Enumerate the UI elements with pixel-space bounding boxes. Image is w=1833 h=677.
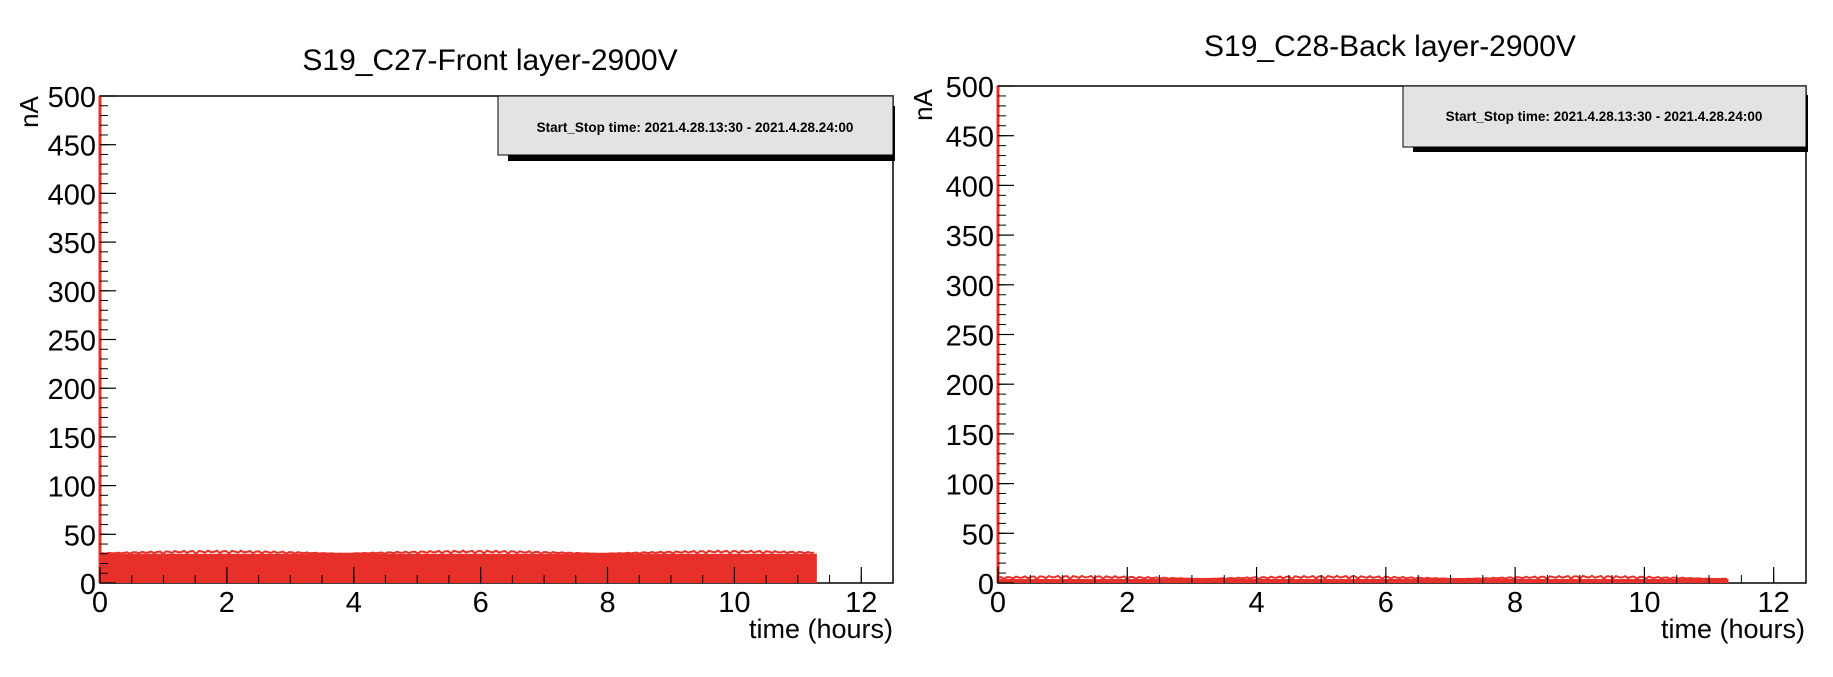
data-noise-edge: [997, 574, 1728, 581]
y-tick-label: 200: [48, 374, 96, 406]
y-tick-label: 400: [946, 171, 994, 203]
x-tick-label: 12: [845, 587, 877, 619]
y-tick-label: 450: [946, 122, 994, 154]
x-tick-label: 12: [1758, 587, 1790, 619]
x-tick-label: 2: [219, 587, 235, 619]
chart-title: S19_C27-Front layer-2900V: [302, 44, 677, 77]
y-tick-label: 250: [946, 321, 994, 353]
data-fill: [998, 579, 1729, 583]
x-tick-label: 10: [1628, 587, 1660, 619]
y-tick-label: 450: [48, 131, 96, 163]
y-axis-ticks: 0 50 100 150 200 250 300 350 400 450 500: [48, 82, 116, 601]
x-tick-label: 10: [718, 587, 750, 619]
y-tick-label: 300: [946, 271, 994, 303]
plot-frame: [99, 95, 894, 584]
stats-box-body: [497, 95, 894, 156]
y-tick-label: 0: [978, 569, 994, 601]
x-tick-label: 0: [990, 587, 1006, 619]
y-tick-label: 350: [946, 221, 994, 253]
y-tick-label: 150: [48, 423, 96, 455]
data-noise-edge: [99, 549, 815, 556]
x-axis-label: time (hours): [749, 614, 893, 644]
x-tick-label: 8: [1507, 587, 1523, 619]
x-tick-label: 8: [599, 587, 615, 619]
y-tick-label: 50: [962, 519, 994, 551]
x-tick-label: 2: [1119, 587, 1135, 619]
stats-box: Start_Stop time: 2021.4.28.13:30 - 2021.…: [1402, 85, 1808, 152]
y-tick-label: 250: [48, 326, 96, 358]
y-axis-ticks: 0 50 100 150 200 250 300 350 400 450 500: [946, 72, 1014, 601]
x-axis-ticks: 0 2 4 6 8 10 12: [92, 567, 894, 619]
chart-front-layer: S19_C27-Front layer-2900V nA time (hours…: [14, 44, 895, 644]
x-tick-label: 4: [346, 587, 362, 619]
stats-box-text: Start_Stop time: 2021.4.28.13:30 - 2021.…: [1446, 109, 1763, 124]
data-fill: [100, 553, 817, 583]
y-axis-label: nA: [14, 95, 44, 127]
x-tick-label: 4: [1248, 587, 1264, 619]
y-tick-label: 100: [48, 472, 96, 504]
y-tick-label: 200: [946, 370, 994, 402]
y-tick-label: 100: [946, 470, 994, 502]
x-axis-label: time (hours): [1661, 614, 1805, 644]
y-tick-label: 50: [64, 520, 96, 552]
plot-frame: [997, 85, 1807, 584]
data-area: [98, 96, 817, 583]
chart-back-layer: S19_C28-Back layer-2900V nA time (hours)…: [908, 30, 1808, 644]
stats-box-body: [1402, 85, 1807, 148]
y-tick-label: 300: [48, 277, 96, 309]
data-area: [996, 86, 1729, 583]
y-tick-label: 500: [48, 82, 96, 114]
y-tick-label: 500: [946, 72, 994, 104]
stats-box: Start_Stop time: 2021.4.28.13:30 - 2021.…: [497, 95, 895, 161]
y-tick-label: 400: [48, 179, 96, 211]
y-tick-label: 350: [48, 228, 96, 260]
y-axis-label: nA: [908, 88, 938, 120]
x-axis-ticks: 0 2 4 6 8 10 12: [990, 567, 1807, 619]
x-tick-label: 6: [473, 587, 489, 619]
stats-box-text: Start_Stop time: 2021.4.28.13:30 - 2021.…: [537, 120, 854, 135]
x-tick-label: 6: [1378, 587, 1394, 619]
y-tick-label: 150: [946, 420, 994, 452]
chart-title: S19_C28-Back layer-2900V: [1204, 30, 1576, 63]
y-tick-label: 0: [80, 569, 96, 601]
x-tick-label: 0: [92, 587, 108, 619]
